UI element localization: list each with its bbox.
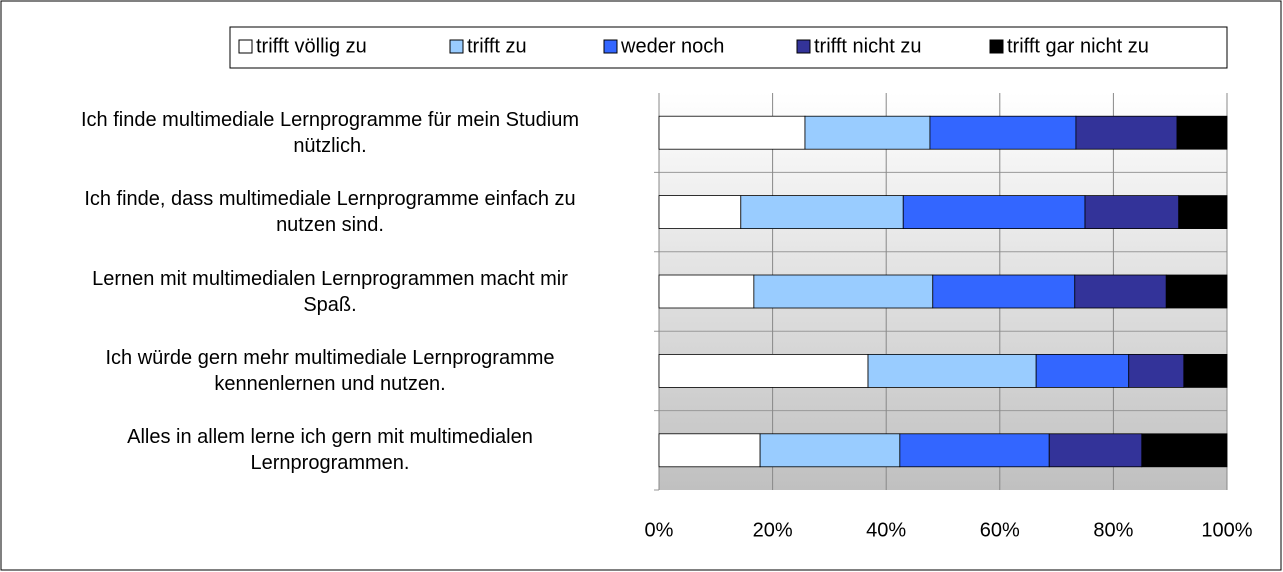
y-tick-label: Alles in allem lerne ich gern mit multim…: [127, 426, 533, 475]
legend-label: trifft nicht zu: [814, 35, 921, 57]
legend-swatch: [603, 39, 618, 54]
x-tick-label: 100%: [1201, 519, 1252, 541]
legend-label: trifft zu: [467, 35, 527, 57]
y-tick-label: Ich würde gern mehr multimediale Lernpro…: [105, 346, 555, 395]
bar-segment: [658, 115, 806, 150]
bar-segment: [1048, 433, 1143, 468]
bar-segment: [929, 115, 1077, 150]
bar-segment: [867, 353, 1037, 388]
bar-segment: [1084, 195, 1180, 230]
x-tick-label: 40%: [866, 519, 906, 541]
x-tick-label: 0%: [645, 519, 674, 541]
x-tick-label: 20%: [753, 519, 793, 541]
x-tick-label: 80%: [1093, 519, 1133, 541]
bar-segment: [753, 274, 934, 309]
x-tick-label: 60%: [980, 519, 1020, 541]
bar-segment: [1075, 115, 1178, 150]
bar-segment: [804, 115, 931, 150]
bar-segment: [759, 433, 901, 468]
legend-swatch: [238, 39, 253, 54]
legend-label: trifft gar nicht zu: [1007, 35, 1149, 57]
bar-segment: [1035, 353, 1130, 388]
bar-segment: [1176, 115, 1228, 150]
bar-segment: [658, 353, 869, 388]
bar-segment: [658, 433, 761, 468]
y-tick-label: Ich finde, dass multimediale Lernprogram…: [84, 188, 576, 237]
bar-segment: [932, 274, 1076, 309]
legend-label: weder noch: [620, 35, 724, 57]
bar-segment: [1141, 433, 1228, 468]
bar-segment: [658, 195, 742, 230]
legend-box: [229, 26, 1228, 69]
bar-segment: [1183, 353, 1228, 388]
y-tick-label: Ich finde multimediale Lernprogramme für…: [81, 108, 579, 157]
bar-segment: [1074, 274, 1167, 309]
bar-segment: [1178, 195, 1228, 230]
bar-segment: [902, 195, 1086, 230]
legend-swatch: [989, 39, 1004, 54]
legend-label: trifft völlig zu: [256, 35, 367, 57]
bar-segment: [658, 274, 755, 309]
y-tick-label: Lernen mit multimedialen Lernprogrammen …: [92, 267, 568, 316]
legend-swatch: [449, 39, 464, 54]
bar-segment: [1165, 274, 1228, 309]
bar-segment: [740, 195, 904, 230]
bar-segment: [1128, 353, 1185, 388]
bar-segment: [899, 433, 1050, 468]
legend-swatch: [796, 39, 811, 54]
